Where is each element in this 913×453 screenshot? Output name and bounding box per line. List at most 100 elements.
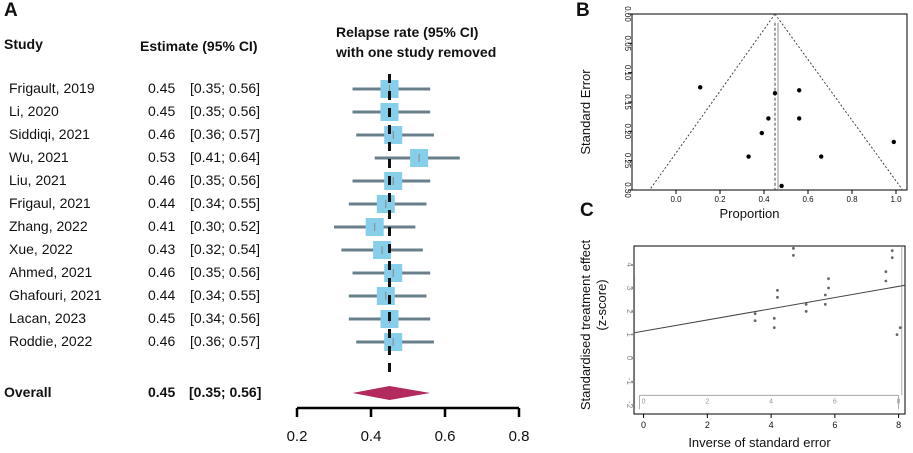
study-estimate: 0.43 [148,241,176,257]
funnel-y-tick-label: 0.00 [623,6,632,22]
study-estimate: 0.45 [148,103,176,119]
study-estimate: 0.41 [148,218,176,234]
funnel-left-bound [649,13,776,191]
radial-x-tick-label: 6 [832,420,837,430]
study-point [827,286,830,290]
study-ci: [0.34; 0.56] [190,310,261,326]
study-estimate: 0.46 [148,126,176,142]
study-point [776,295,779,299]
radial-y-tick-label: 3 [625,286,634,291]
study-point [772,326,776,330]
forest-x-tick-label: 0.4 [361,428,382,445]
study-point [898,326,902,330]
inner-x-tick-label: 4 [769,398,773,405]
plot-header-line1: Relapse rate (95% CI) [336,24,479,40]
study-ci: [0.35; 0.56] [190,264,261,280]
study-name: Frigaul, 2021 [9,195,91,211]
study-point [776,288,779,292]
study-point [890,249,894,253]
radial-x-tick-label: 0 [641,420,646,430]
study-ci: [0.36; 0.57] [190,333,261,349]
funnel-y-tick-label: 0.20 [623,124,632,140]
radial-y-label-line2: (z-score) [594,279,609,330]
study-ci: [0.34; 0.55] [190,195,261,211]
study-point [884,270,888,274]
radial-y-tick-label: 1 [625,332,634,337]
forest-plot: 0.2 0.4 0.6 0.8 [287,74,530,445]
overall-ci: [0.35; 0.56] [189,384,262,400]
study-point [698,85,703,90]
funnel-y-tick-label: 0.15 [623,94,632,110]
radial-y-tick-label: 4 [625,262,634,267]
study-estimate: 0.44 [148,195,176,211]
study-name: Li, 2020 [9,103,59,119]
radial-x-tick-label: 4 [769,420,774,430]
study-point [804,309,808,313]
inner-x-tick-label: 6 [833,398,837,405]
study-estimate: 0.46 [148,172,176,188]
inner-x-tick-label: 2 [705,398,709,405]
funnel-y-tick-label: 0.30 [623,182,632,198]
study-point [895,333,899,337]
study-estimate: 0.46 [148,333,176,349]
study-header: Study [4,36,43,52]
study-point [779,183,784,189]
radial-y-label-line1: Standardised treatment effect [578,239,593,410]
study-point [753,312,757,316]
forest-x-tick-label: 0.8 [509,428,530,445]
study-name: Frigault, 2019 [9,80,95,96]
study-name: Siddiqi, 2021 [9,126,90,142]
study-name: Lacan, 2023 [9,310,87,326]
study-point [792,253,795,257]
radial-x-tick-label: 2 [705,420,710,430]
forest-x-tick-label: 0.2 [287,428,308,445]
radial-y-tick-label: -2 [625,401,634,409]
study-estimate: 0.45 [148,80,176,96]
study-point [890,256,894,260]
funnel-y-tick-label: 0.25 [623,153,632,169]
study-ci: [0.41; 0.64] [190,149,261,165]
funnel-x-tick-label: 0.0 [670,195,682,204]
study-point [823,302,827,306]
study-ci: [0.30; 0.52] [190,218,261,234]
overall-estimate: 0.45 [148,384,176,400]
regression-line [633,284,906,334]
study-ci: [0.32; 0.54] [190,241,261,257]
funnel-y-tick-label: 0.05 [623,36,632,52]
panel-b-label: B [576,0,590,21]
study-ci: [0.35; 0.56] [190,80,261,96]
plot-header-line2: with one study removed [336,44,497,60]
study-point [827,277,830,281]
forest-x-tick-label: 0.6 [435,428,456,445]
inner-x-tick-label: 0 [642,398,646,405]
estimate-header: Estimate (95% CI) [140,38,258,54]
radial-x-label: Inverse of standard error [688,435,831,450]
study-name: Roddie, 2022 [9,333,93,349]
study-point [884,279,888,283]
study-name: Ghafouri, 2021 [9,287,102,303]
study-point [759,130,764,136]
radial-y-tick-label: 0 [625,356,634,361]
radial-x-tick-label: 8 [896,420,901,430]
study-estimate: 0.46 [148,264,176,280]
panel-c-label: C [580,200,594,221]
study-ci: [0.36; 0.57] [190,126,261,142]
study-ci: [0.35; 0.56] [190,172,261,188]
funnel-x-tick-label: 0.2 [714,195,726,204]
panel-a-label: A [4,0,18,21]
overall-label: Overall [4,384,52,400]
study-name: Xue, 2022 [9,241,73,257]
funnel-plot: 0.0 0.2 0.4 0.6 0.8 1.0 Proportion 0.00 0.05 0.10… [578,6,908,221]
radial-plot: 0 2 4 6 8 0 2 4 6 8 Inverse of standard error -2 -1 0… [578,239,906,450]
study-estimate: 0.45 [148,310,176,326]
study-point [797,116,802,121]
study-point [804,302,808,306]
radial-frame [633,245,906,415]
study-point [792,246,795,250]
inner-x-tick-label: 8 [897,398,901,405]
radial-y-tick-label: -1 [625,378,634,386]
study-point [819,154,824,159]
study-name: Wu, 2021 [9,149,69,165]
study-point [797,88,802,93]
study-point [891,139,896,145]
